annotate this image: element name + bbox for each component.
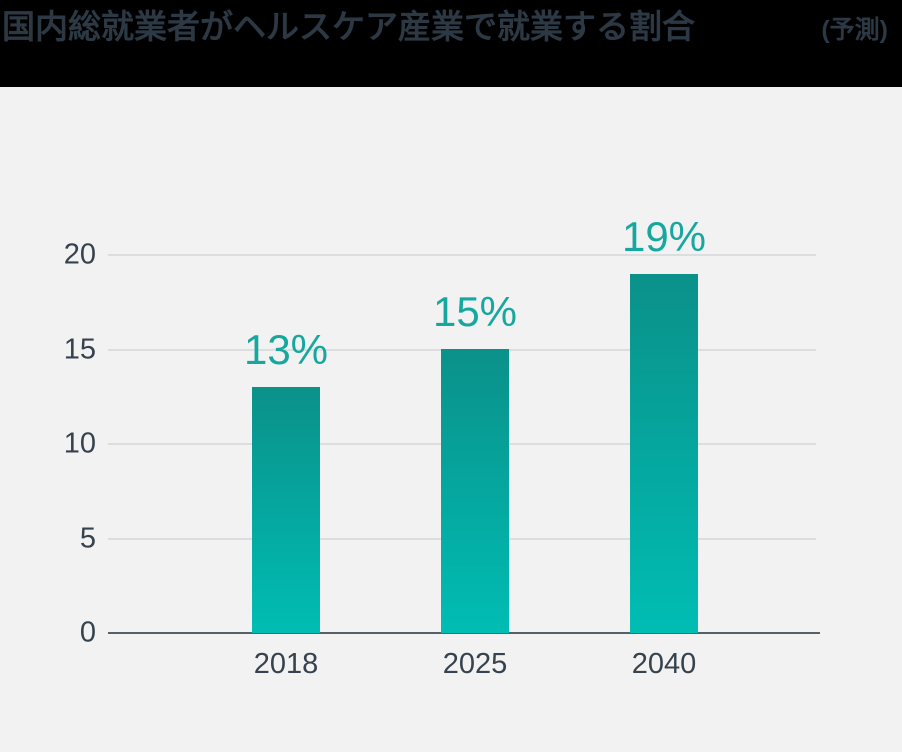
x-axis-tick-label: 2025 [442, 648, 508, 680]
bar-2025 [441, 349, 509, 633]
bar-2018 [252, 387, 320, 633]
gridline-20 [108, 254, 816, 256]
y-axis-tick-label: 15 [63, 333, 96, 365]
x-axis-tick-label: 2018 [253, 648, 319, 680]
header-bar: 国内総就業者がヘルスケア産業で就業する割合 (予測) [0, 0, 902, 87]
chart-title: 国内総就業者がヘルスケア産業で就業する割合 [2, 8, 695, 45]
x-axis-tick-label: 2040 [631, 648, 697, 680]
bar-2040 [630, 274, 698, 633]
x-axis-line [108, 632, 820, 634]
value-label-2040: 19% [621, 213, 707, 260]
y-axis-tick-label: 20 [63, 238, 96, 271]
y-axis-tick-label: 5 [79, 522, 96, 554]
y-axis-tick-label: 0 [79, 616, 96, 649]
value-label-2025: 15% [432, 288, 518, 335]
y-axis-tick-label: 10 [63, 427, 96, 460]
value-label-2018: 13% [243, 326, 329, 373]
forecast-annotation: (予測) [821, 16, 888, 44]
